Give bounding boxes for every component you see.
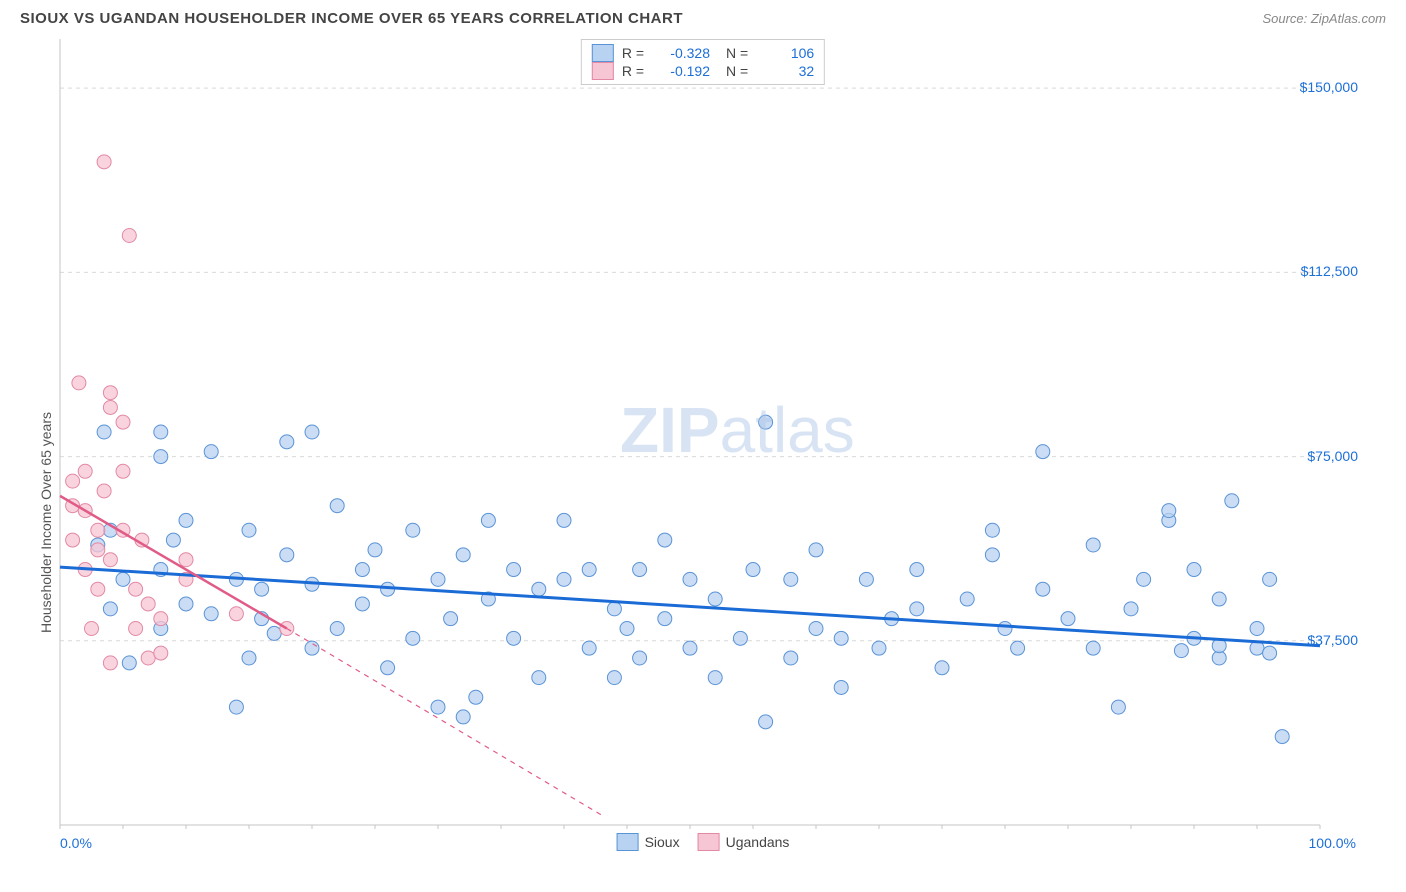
n-value: 106 (756, 45, 814, 61)
x-min-label: 0.0% (60, 835, 92, 851)
y-tick-label: $150,000 (1300, 79, 1358, 95)
r-label: R = (622, 45, 644, 61)
stats-legend: R = -0.328 N = 106 R = -0.192 N = 32 (581, 39, 825, 85)
stats-legend-row: R = -0.328 N = 106 (592, 44, 814, 62)
legend-item: Sioux (617, 833, 680, 851)
y-tick-label: $37,500 (1307, 632, 1358, 648)
legend-swatch (698, 833, 720, 851)
r-value: -0.192 (652, 63, 710, 79)
scatter-chart (20, 33, 1346, 853)
legend-swatch (617, 833, 639, 851)
source-credit: Source: ZipAtlas.com (1262, 11, 1386, 26)
y-tick-label: $75,000 (1307, 448, 1358, 464)
legend-swatch (592, 44, 614, 62)
y-axis-label: Householder Income Over 65 years (38, 412, 54, 633)
legend-label: Sioux (645, 834, 680, 850)
n-label: N = (726, 63, 748, 79)
stats-legend-row: R = -0.192 N = 32 (592, 62, 814, 80)
n-label: N = (726, 45, 748, 61)
y-tick-label: $112,500 (1301, 263, 1358, 279)
chart-title: SIOUX VS UGANDAN HOUSEHOLDER INCOME OVER… (20, 10, 683, 27)
r-label: R = (622, 63, 644, 79)
legend-swatch (592, 62, 614, 80)
r-value: -0.328 (652, 45, 710, 61)
series-legend: Sioux Ugandans (617, 833, 790, 851)
n-value: 32 (756, 63, 814, 79)
x-max-label: 100.0% (1309, 835, 1356, 851)
chart-container: Householder Income Over 65 years R = -0.… (20, 33, 1386, 853)
legend-label: Ugandans (726, 834, 790, 850)
legend-item: Ugandans (698, 833, 790, 851)
